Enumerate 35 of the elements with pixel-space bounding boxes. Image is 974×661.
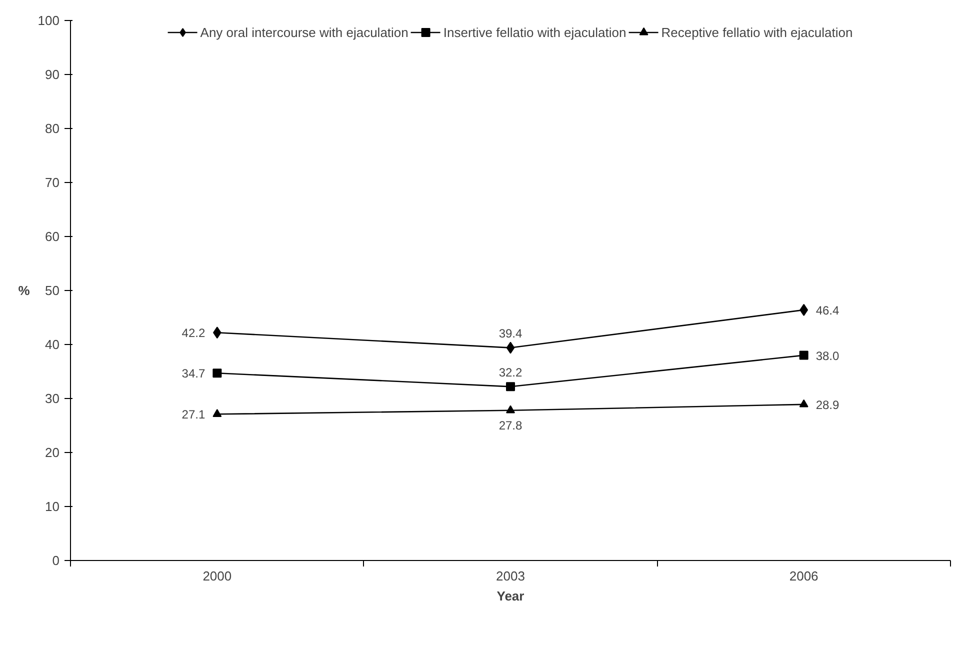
y-tick-label: 90 [45,67,60,82]
y-tick-label: 30 [45,391,60,406]
y-tick-label: 100 [38,13,60,28]
legend-label: Insertive fellatio with ejaculation [443,24,626,40]
data-label: 46.4 [816,303,840,318]
y-tick-label: 80 [45,121,60,136]
x-tick-label: 2000 [202,568,232,584]
data-label: 39.4 [498,326,523,341]
y-tick-label: 10 [45,499,60,514]
y-axis-title: % [18,283,30,298]
x-tick-label: 2006 [789,568,818,584]
data-label: 27.8 [498,418,523,432]
point [799,350,808,360]
y-tick-label: 0 [52,553,60,568]
data-label: 32.2 [498,366,523,380]
data-label: 34.7 [182,366,206,381]
point [799,399,808,408]
point [212,409,222,417]
y-tick-label: 60 [45,229,60,244]
point [506,342,515,354]
legend-label: Receptive fellatio with ejaculation [661,24,853,40]
point [506,405,515,414]
data-label: 27.1 [182,408,206,422]
data-label: 28.9 [816,398,840,412]
x-tick-label: 2003 [496,568,525,584]
point [506,382,515,392]
x-axis-title: Year [496,588,524,604]
data-label: 38.0 [816,348,840,363]
y-tick-label: 40 [45,337,60,352]
data-label: 42.2 [182,326,206,340]
y-tick-label: 70 [45,175,60,190]
y-tick-label: 20 [45,445,60,460]
point [212,368,222,378]
y-tick-label: 50 [45,283,60,298]
legend-label: Any oral intercourse with ejaculation [200,24,408,40]
